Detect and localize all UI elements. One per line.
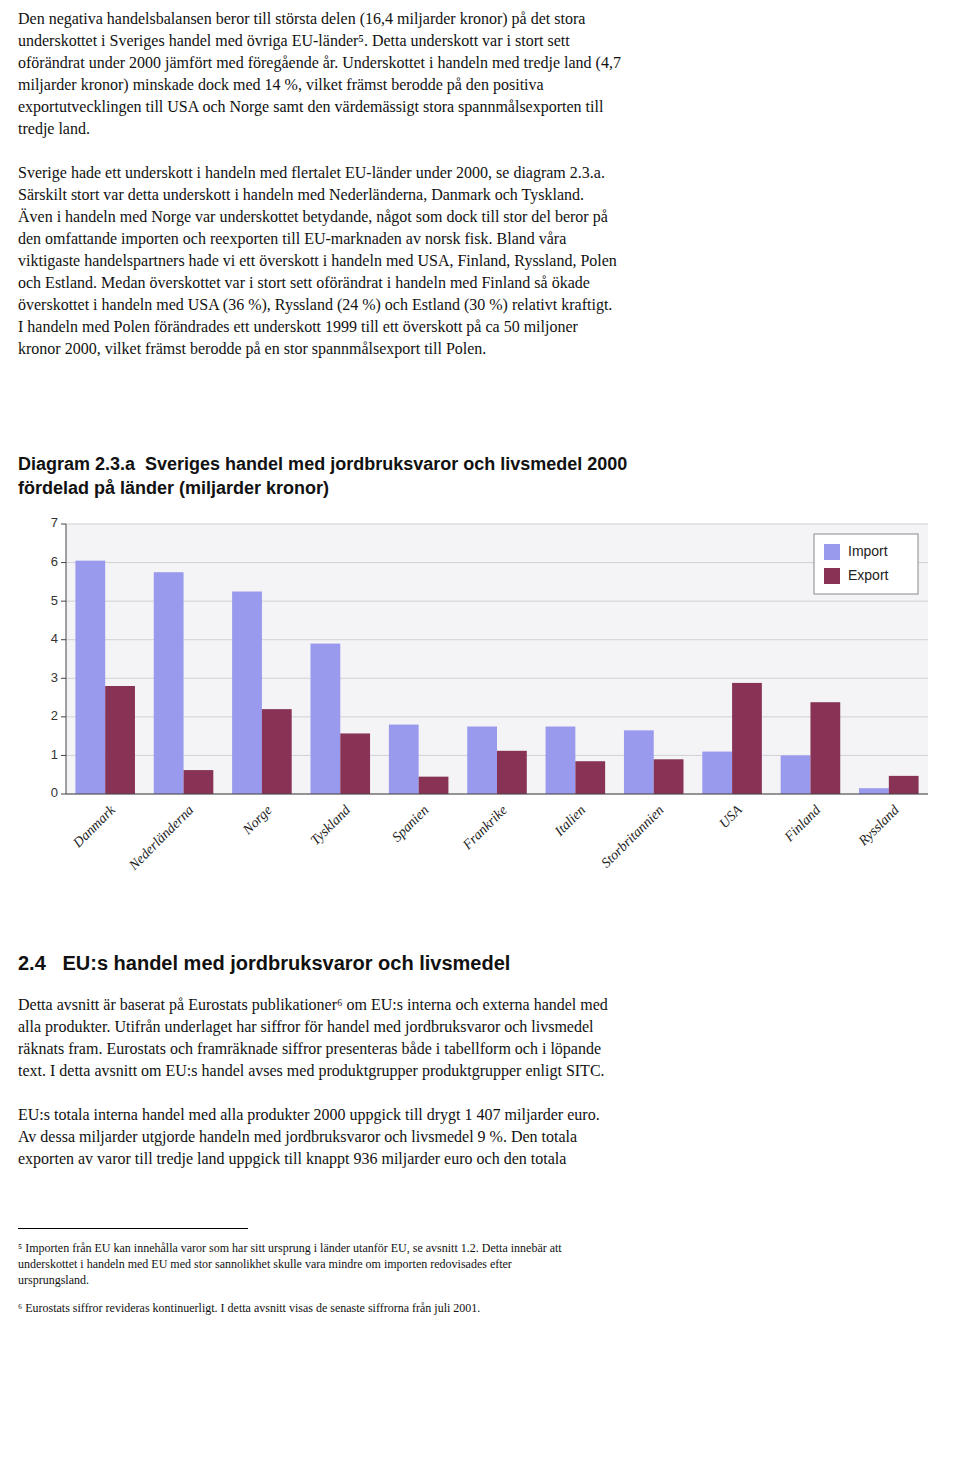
footnote-separator bbox=[18, 1228, 248, 1229]
y-tick-label: 6 bbox=[51, 554, 58, 569]
grid-line bbox=[66, 794, 928, 795]
x-tick-label: Nederländerna bbox=[125, 802, 196, 873]
grid-line bbox=[66, 562, 928, 563]
x-tick-label: Storbritannien bbox=[598, 802, 666, 870]
y-tick-label: 3 bbox=[51, 670, 58, 685]
y-tick-label: 0 bbox=[51, 785, 58, 800]
bar bbox=[810, 702, 840, 794]
bar bbox=[497, 751, 527, 794]
x-axis-line bbox=[66, 794, 928, 795]
x-tick-label: Tyskland bbox=[308, 802, 354, 848]
bar bbox=[419, 777, 449, 794]
y-tick-label: 7 bbox=[51, 515, 58, 530]
y-tick bbox=[61, 562, 66, 563]
bar bbox=[467, 727, 497, 795]
bars bbox=[75, 561, 918, 794]
y-tick-label: 1 bbox=[51, 747, 58, 762]
bar bbox=[232, 592, 262, 795]
bar bbox=[889, 776, 919, 794]
grid-line bbox=[66, 524, 928, 525]
y-tick bbox=[61, 678, 66, 679]
bar bbox=[654, 759, 684, 794]
y-tick bbox=[61, 716, 66, 717]
y-tick bbox=[61, 639, 66, 640]
legend-label: Export bbox=[848, 567, 889, 583]
body-text: Den negativa handelsbalansen beror till … bbox=[18, 8, 940, 360]
bar bbox=[75, 561, 105, 794]
bar bbox=[184, 770, 214, 794]
x-tick-label: Danmark bbox=[69, 802, 118, 851]
x-tick-label: Ryssland bbox=[855, 802, 903, 850]
y-tick bbox=[61, 524, 66, 525]
x-tick-label: Norge bbox=[239, 802, 275, 838]
y-tick bbox=[61, 601, 66, 602]
bar bbox=[546, 727, 576, 795]
bar bbox=[732, 683, 762, 794]
bar bbox=[310, 644, 340, 794]
y-tick-label: 4 bbox=[51, 631, 58, 646]
y-tick-label: 2 bbox=[51, 708, 58, 723]
legend-swatch bbox=[824, 544, 840, 560]
bar bbox=[154, 572, 184, 794]
legend-swatch bbox=[824, 568, 840, 584]
grid-line bbox=[66, 678, 928, 679]
footnote: ⁵ Importen från EU kan innehålla varor s… bbox=[18, 1240, 940, 1288]
y-tick bbox=[61, 794, 66, 795]
footnote: ⁶ Eurostats siffror revideras kontinuerl… bbox=[18, 1300, 940, 1316]
y-tick bbox=[61, 755, 66, 756]
bar bbox=[624, 730, 654, 794]
chart-title: Diagram 2.3.a Sveriges handel med jordbr… bbox=[18, 452, 940, 500]
legend: Import Export bbox=[814, 534, 918, 594]
grid-line bbox=[66, 716, 928, 717]
x-tick-label: Frankrike bbox=[459, 802, 510, 853]
bar bbox=[340, 733, 370, 794]
legend-label: Import bbox=[848, 543, 888, 559]
y-axis-line bbox=[66, 524, 67, 794]
chart: 0 1 2 3 4 5 6 7 DanmarkNederländerna Norge Tysklan… bbox=[18, 512, 940, 902]
x-tick-label: Finland bbox=[781, 802, 824, 845]
bar bbox=[702, 752, 732, 794]
section-heading: 2.4 EU:s handel med jordbruksvaror och l… bbox=[18, 950, 940, 976]
x-tick-label: USA bbox=[716, 802, 745, 831]
grid-line bbox=[66, 601, 928, 602]
x-tick-label: Spanien bbox=[389, 802, 432, 845]
bar bbox=[575, 761, 605, 794]
bar bbox=[105, 686, 135, 794]
legend-box bbox=[814, 534, 918, 594]
y-tick-label: 5 bbox=[51, 593, 58, 608]
bar bbox=[781, 755, 811, 794]
bar bbox=[859, 788, 889, 794]
bar bbox=[389, 725, 419, 794]
plot-background bbox=[66, 524, 928, 794]
x-tick-label: Italien bbox=[551, 802, 588, 839]
bar bbox=[262, 709, 292, 794]
body-text: Detta avsnitt är baserat på Eurostats pu… bbox=[18, 994, 940, 1170]
page: Den negativa handelsbalansen beror till … bbox=[0, 0, 960, 1478]
grid-line bbox=[66, 639, 928, 640]
